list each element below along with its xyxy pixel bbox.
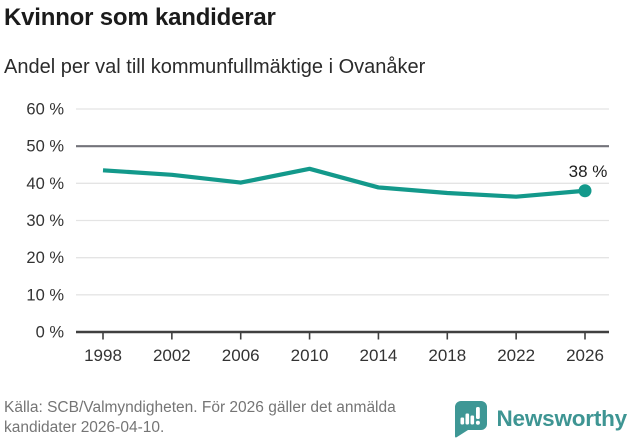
chart-title: Kvinnor som kandiderar [4,4,276,31]
exclamation-dot [476,420,481,425]
x-axis-tick-label: 2010 [291,346,329,365]
x-axis-tick-label: 2022 [497,346,535,365]
y-axis-tick-label: 60 % [26,100,64,118]
x-axis-tick-label: 2018 [428,346,466,365]
line-chart: 0 % 10 % 20 % 30 % 40 % 50 % 60 % 1998 2002 2006 2… [26,100,609,365]
newsworthy-logo[interactable]: Newsworthy [454,400,627,438]
y-axis-tick-label: 20 % [26,249,64,267]
newsworthy-logo-text: Newsworthy [496,406,627,431]
x-axis-tick-label: 2026 [566,346,604,365]
y-axis-tick-label: 10 % [26,286,64,304]
x-axis-tick-label: 2006 [222,346,260,365]
x-axis-tick-label: 2014 [360,346,398,365]
end-point-dot [578,184,592,198]
end-value-label: 38 % [569,162,608,181]
x-axis-tick-label: 1998 [84,346,122,365]
newsworthy-logo-icon [455,401,488,438]
y-axis-tick-label: 50 % [26,138,64,156]
bar-1 [460,417,465,425]
bar-3 [470,415,475,425]
y-axis-tick-label: 30 % [26,212,64,230]
source-text: Källa: SCB/Valmyndigheten. För 2026 gäll… [4,399,396,436]
y-axis-tick-label: 0 % [36,324,65,342]
x-axis-tick-label: 2002 [153,346,191,365]
chart-subtitle: Andel per val till kommunfullmäktige i O… [4,56,426,78]
bar-2 [465,413,470,425]
exclamation-stem [476,407,481,419]
y-axis-tick-label: 40 % [26,175,64,193]
trend-line [102,166,586,199]
